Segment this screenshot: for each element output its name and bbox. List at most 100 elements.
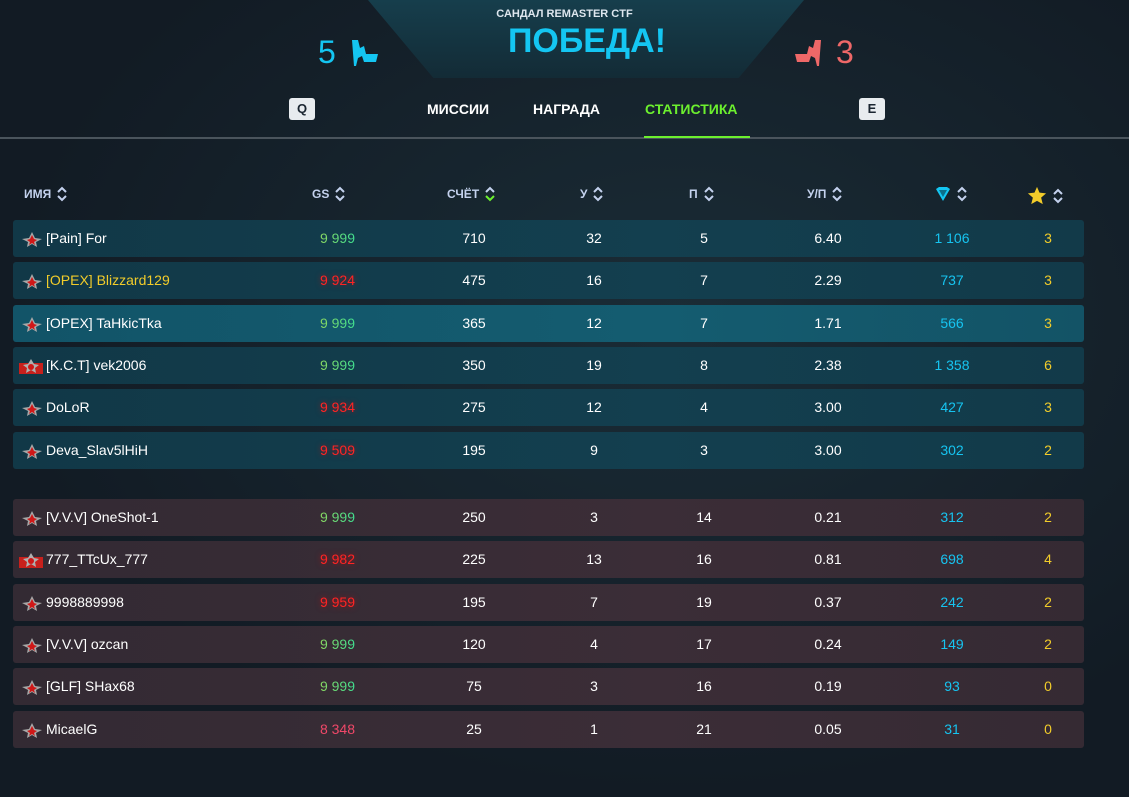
player-gs: 9 959 — [319, 593, 355, 610]
player-crystals: 312 — [940, 509, 964, 525]
player-deaths: 21 — [696, 720, 712, 737]
rank-banner-icon — [19, 553, 43, 569]
player-row[interactable]: MicaelG 8 348 25 1 21 0.05 31 0 — [13, 710, 1084, 748]
rank-star-icon — [22, 232, 42, 247]
player-crystals: 31 — [944, 720, 960, 737]
player-kills: 19 — [586, 356, 602, 373]
player-row[interactable]: [K.C.T] vek2006 9 999 350 19 8 2.38 1 358 6 — [13, 346, 1084, 384]
player-crystals: 1 358 — [934, 356, 970, 373]
player-kd: 0.05 — [814, 720, 842, 737]
column-header-score[interactable]: СЧЁТ — [447, 186, 495, 202]
sort-icon — [485, 186, 495, 202]
column-label: ИМЯ — [24, 187, 52, 201]
rank-star-icon — [22, 274, 42, 290]
player-stars: 3 — [1044, 399, 1052, 416]
player-deaths: 16 — [696, 551, 712, 568]
player-name[interactable]: [GLF] SHax68 — [46, 678, 135, 695]
divider — [0, 137, 1129, 139]
player-row[interactable]: 777_TTcUx_777 9 982 225 13 16 0.81 698 4 — [13, 541, 1084, 579]
player-score: 710 — [462, 230, 486, 246]
player-crystals: 242 — [940, 593, 964, 610]
player-kills: 1 — [590, 720, 598, 737]
player-name[interactable]: Deva_Slav5lHiH — [46, 441, 148, 458]
player-crystals: 1 106 — [934, 230, 970, 246]
player-stars: 0 — [1044, 720, 1052, 737]
sort-icon — [1053, 188, 1063, 203]
player-deaths: 17 — [696, 635, 712, 652]
sort-icon — [593, 186, 604, 202]
player-gs: 9 509 — [319, 441, 355, 458]
star-icon — [1027, 186, 1047, 205]
player-row[interactable]: [V.V.V] OneShot-1 9 999 250 3 14 0.21 312 2 — [13, 499, 1084, 536]
player-deaths: 19 — [696, 593, 712, 610]
player-crystals: 302 — [940, 441, 964, 458]
player-name[interactable]: 9998889998 — [46, 593, 124, 610]
player-stars: 2 — [1044, 593, 1052, 610]
player-name[interactable]: [Pain] For — [46, 230, 107, 246]
column-header-deaths[interactable]: П — [689, 186, 714, 202]
player-gs: 8 348 — [319, 720, 355, 737]
column-header-kd[interactable]: У/П — [807, 186, 843, 202]
player-kills: 16 — [586, 272, 602, 289]
blue-flag-icon — [352, 40, 378, 66]
player-row[interactable]: DoLoR 9 934 275 12 4 3.00 427 3 — [13, 389, 1084, 427]
player-name[interactable]: DoLoR — [46, 399, 90, 416]
player-stars: 0 — [1044, 678, 1052, 695]
player-name[interactable]: [OPEX] TaHkicTka — [46, 314, 162, 331]
player-gs: 9 982 — [319, 551, 355, 568]
player-score: 25 — [466, 720, 482, 737]
player-name[interactable]: [V.V.V] ozcan — [46, 635, 129, 652]
sort-icon — [832, 186, 843, 202]
player-deaths: 7 — [700, 272, 708, 289]
player-name[interactable]: MicaelG — [46, 720, 98, 737]
player-name[interactable]: [V.V.V] OneShot-1 — [46, 509, 159, 525]
column-header-gs[interactable]: GS — [312, 186, 346, 202]
column-header-stars[interactable] — [1027, 186, 1063, 205]
next-tab-key[interactable]: E — [859, 98, 885, 120]
player-deaths: 14 — [696, 509, 712, 525]
player-deaths: 16 — [696, 678, 712, 695]
player-score: 195 — [462, 593, 486, 610]
player-kills: 12 — [586, 314, 602, 331]
player-crystals: 737 — [940, 272, 964, 289]
player-kd: 1.71 — [814, 314, 842, 331]
tab-missions[interactable]: МИССИИ — [427, 101, 490, 117]
player-row[interactable]: 9998889998 9 959 195 7 19 0.37 242 2 — [13, 583, 1084, 621]
rank-star-icon — [22, 511, 42, 526]
column-header-kills[interactable]: У — [580, 186, 604, 202]
player-stars: 2 — [1044, 441, 1052, 458]
player-kd: 3.00 — [814, 441, 842, 458]
player-name[interactable]: [K.C.T] vek2006 — [46, 356, 147, 373]
player-row[interactable]: [GLF] SHax68 9 999 75 3 16 0.19 93 0 — [13, 668, 1084, 706]
player-row[interactable]: [V.V.V] ozcan 9 999 120 4 17 0.24 149 2 — [13, 625, 1084, 663]
player-kd: 2.38 — [814, 356, 842, 373]
player-score: 475 — [462, 272, 486, 289]
sort-icon — [57, 186, 67, 202]
tab-rewards[interactable]: НАГРАДА — [533, 101, 600, 117]
player-row[interactable]: [OPEX] Blizzard129 9 924 475 16 7 2.29 737 3 — [13, 262, 1084, 300]
prev-tab-key[interactable]: Q — [289, 98, 315, 120]
player-gs: 9 999 — [283, 678, 355, 694]
column-header-crystals[interactable] — [935, 186, 967, 202]
player-kills: 4 — [590, 635, 598, 652]
player-name[interactable]: [OPEX] Blizzard129 — [46, 272, 170, 289]
player-row[interactable]: [OPEX] TaHkicTka 9 999 365 12 7 1.71 566 3 — [13, 304, 1084, 342]
player-stars: 6 — [1044, 356, 1052, 373]
player-gs: 9 999 — [283, 315, 355, 331]
player-row[interactable]: [Pain] For 9 999 710 32 5 6.40 1 106 3 — [13, 220, 1084, 257]
header-panel — [368, 0, 804, 78]
crystal-icon — [936, 187, 950, 201]
player-gs: 9 999 — [283, 509, 355, 525]
player-name[interactable]: 777_TTcUx_777 — [46, 551, 148, 568]
player-score: 250 — [462, 509, 486, 525]
player-kd: 0.19 — [814, 678, 842, 695]
player-kills: 32 — [586, 230, 602, 246]
player-crystals: 93 — [944, 678, 960, 695]
column-header-name[interactable]: ИМЯ — [24, 186, 67, 202]
sort-icon — [703, 186, 714, 202]
player-row[interactable]: Deva_Slav5lHiH 9 509 195 9 3 3.00 302 2 — [13, 431, 1084, 469]
active-tab-indicator — [644, 136, 750, 138]
tab-statistics[interactable]: СТАТИСТИКА — [645, 101, 738, 117]
rank-star-icon — [22, 316, 42, 332]
player-kills: 7 — [590, 593, 598, 610]
